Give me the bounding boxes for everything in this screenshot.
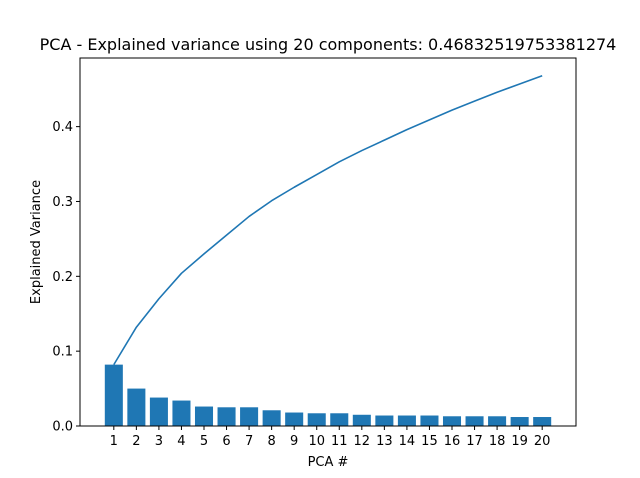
x-tick-label: 19 <box>511 434 528 449</box>
chart-title: PCA - Explained variance using 20 compon… <box>40 35 617 54</box>
bar-pc-7 <box>240 407 259 426</box>
cumulative-line-layer <box>113 74 543 366</box>
bar-pc-1 <box>104 364 123 426</box>
bars-layer <box>104 364 552 426</box>
x-tick-label: 18 <box>489 434 506 449</box>
bar-pc-12 <box>352 414 371 426</box>
x-tick-label: 6 <box>222 434 230 449</box>
bar-pc-10 <box>307 413 326 426</box>
x-tick-label: 8 <box>267 434 275 449</box>
cumulative-variance-line <box>113 74 543 366</box>
y-axis-label: Explained Variance <box>29 180 44 304</box>
y-tick-label: 0.0 <box>52 420 73 435</box>
bar-pc-8 <box>262 410 281 426</box>
x-axis-label: PCA # <box>308 455 349 470</box>
bar-pc-15 <box>420 415 439 426</box>
x-tick-label: 9 <box>290 434 298 449</box>
x-tick-label: 2 <box>132 434 140 449</box>
bar-pc-16 <box>442 416 462 426</box>
bar-pc-17 <box>465 416 484 426</box>
bar-pc-13 <box>375 415 394 426</box>
y-tick-label: 0.4 <box>52 120 73 135</box>
x-tick-label: 12 <box>354 434 371 449</box>
x-tick-label: 16 <box>444 434 461 449</box>
y-tick-label: 0.2 <box>52 270 73 285</box>
x-tick-label: 1 <box>110 434 118 449</box>
x-tick-label: 5 <box>200 434 208 449</box>
x-axis-ticks: 1 2 3 4 5 6 7 8 9 10 11 12 13 14 15 16 17 18 19 20 <box>110 426 551 449</box>
bar-pc-4 <box>172 400 191 426</box>
y-axis-ticks: 0.0 0.1 0.2 0.3 0.4 <box>52 120 80 435</box>
bar-pc-6 <box>217 407 236 426</box>
bar-pc-11 <box>330 413 349 426</box>
x-tick-label: 15 <box>421 434 438 449</box>
x-tick-label: 14 <box>399 434 416 449</box>
x-tick-label: 10 <box>308 434 325 449</box>
x-tick-label: 11 <box>331 434 348 449</box>
bar-pc-20 <box>533 417 552 426</box>
bar-pc-3 <box>149 397 168 426</box>
x-tick-label: 13 <box>376 434 393 449</box>
bar-pc-5 <box>194 406 214 426</box>
x-tick-label: 20 <box>534 434 551 449</box>
x-tick-label: 4 <box>177 434 185 449</box>
x-tick-label: 17 <box>466 434 483 449</box>
bar-pc-2 <box>127 388 146 426</box>
plot-frame <box>79 57 577 427</box>
y-tick-label: 0.3 <box>52 195 73 210</box>
bar-pc-18 <box>488 416 507 426</box>
x-tick-label: 3 <box>155 434 163 449</box>
y-tick-label: 0.1 <box>52 345 73 360</box>
bar-pc-14 <box>397 415 416 426</box>
bar-pc-9 <box>285 412 304 426</box>
bar-pc-19 <box>510 417 529 426</box>
x-tick-label: 7 <box>245 434 253 449</box>
